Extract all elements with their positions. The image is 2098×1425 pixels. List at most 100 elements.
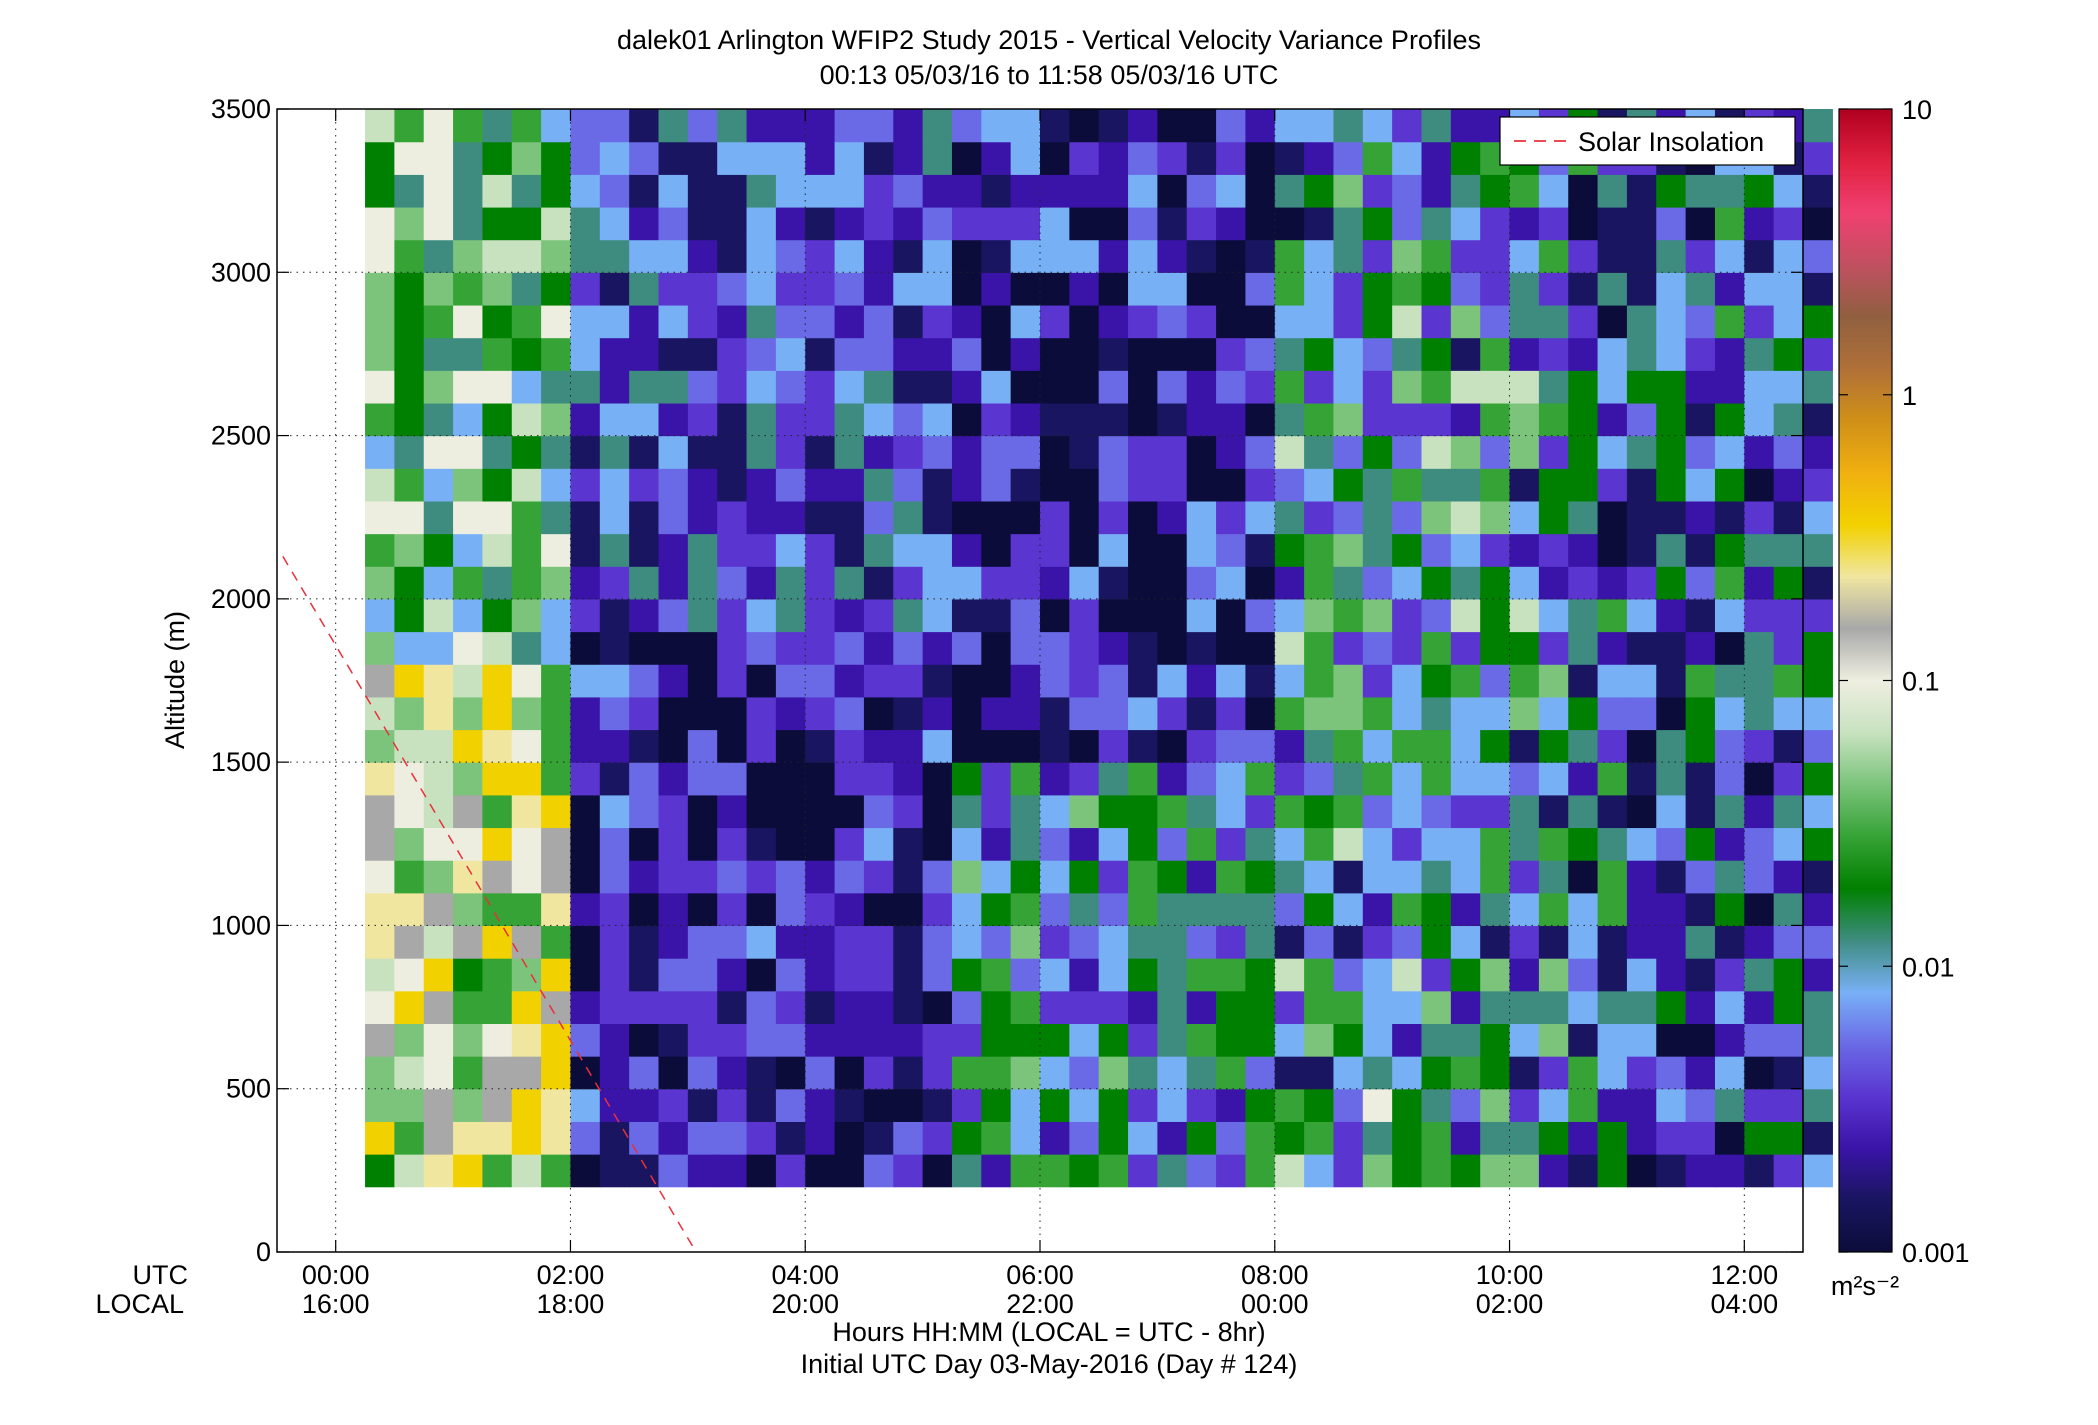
heatmap-cell bbox=[394, 794, 425, 829]
heatmap-cell bbox=[1216, 925, 1247, 959]
heatmap-cell bbox=[1538, 566, 1569, 600]
heatmap-cell bbox=[746, 925, 777, 959]
heatmap-cell bbox=[893, 1154, 924, 1188]
heatmap-cell bbox=[1597, 925, 1628, 959]
heatmap-cell bbox=[717, 762, 748, 796]
heatmap-cell bbox=[1421, 239, 1452, 273]
heatmap-cell bbox=[1128, 500, 1158, 535]
heatmap-cell bbox=[1744, 990, 1775, 1024]
heatmap-cell bbox=[922, 272, 953, 306]
heatmap-cell bbox=[1333, 664, 1364, 698]
heatmap-cell bbox=[511, 892, 542, 927]
heatmap-cell bbox=[1450, 141, 1481, 175]
heatmap-cell bbox=[775, 729, 806, 763]
heatmap-cell bbox=[1362, 958, 1393, 992]
heatmap-cell bbox=[453, 566, 484, 600]
heatmap-cell bbox=[687, 304, 718, 339]
heatmap-cell bbox=[1040, 370, 1070, 404]
heatmap-cell bbox=[365, 435, 395, 469]
heatmap-cell bbox=[1304, 1023, 1335, 1057]
heatmap-cell bbox=[1685, 925, 1716, 959]
heatmap-cell bbox=[482, 337, 513, 371]
heatmap-cell bbox=[1744, 925, 1775, 959]
heatmap-cell bbox=[482, 468, 513, 502]
heatmap-cell bbox=[482, 598, 513, 633]
heatmap-cell bbox=[1098, 892, 1129, 927]
heatmap-cell bbox=[629, 468, 660, 502]
heatmap-cell bbox=[775, 566, 806, 600]
heatmap-cell bbox=[1128, 860, 1158, 894]
heatmap-cell bbox=[1744, 631, 1775, 665]
heatmap-cell bbox=[423, 174, 454, 208]
heatmap-cell bbox=[863, 174, 894, 208]
heatmap-cell bbox=[1538, 762, 1569, 796]
heatmap-cell bbox=[1333, 206, 1364, 241]
heatmap-cell bbox=[981, 141, 1012, 175]
heatmap-cell bbox=[1098, 468, 1129, 502]
heatmap-cell bbox=[1128, 566, 1158, 600]
heatmap-cell bbox=[863, 1088, 894, 1122]
heatmap-cell bbox=[687, 925, 718, 959]
heatmap-cell bbox=[1098, 239, 1129, 273]
heatmap-cell bbox=[365, 794, 395, 829]
heatmap-cell bbox=[1685, 174, 1716, 208]
heatmap-cell bbox=[1421, 337, 1452, 371]
heatmap-cell bbox=[717, 468, 748, 502]
heatmap-cell bbox=[1744, 566, 1775, 600]
heatmap-cell bbox=[775, 631, 806, 665]
heatmap-cell bbox=[1421, 272, 1452, 306]
heatmap-cell bbox=[511, 304, 542, 339]
heatmap-cell bbox=[1421, 827, 1452, 861]
heatmap-cell bbox=[1714, 958, 1745, 992]
heatmap-cell bbox=[1685, 1121, 1716, 1155]
heatmap-cell bbox=[863, 794, 894, 829]
heatmap-cell bbox=[1685, 1088, 1716, 1122]
heatmap-cell bbox=[423, 109, 454, 143]
heatmap-cell bbox=[453, 1121, 484, 1155]
heatmap-cell bbox=[805, 990, 836, 1024]
heatmap-cell bbox=[687, 272, 718, 306]
heatmap-cell bbox=[1744, 337, 1775, 371]
heatmap-cell bbox=[1010, 729, 1041, 763]
heatmap-cell bbox=[893, 1056, 924, 1090]
heatmap-cell bbox=[482, 239, 513, 273]
heatmap-cell bbox=[1333, 925, 1364, 959]
heatmap-cell bbox=[1480, 337, 1511, 371]
heatmap-cell bbox=[394, 729, 425, 763]
heatmap-cell bbox=[1509, 664, 1540, 698]
heatmap-cell bbox=[394, 860, 425, 894]
heatmap-cell bbox=[746, 370, 777, 404]
heatmap-cell bbox=[1157, 370, 1188, 404]
heatmap-cell bbox=[981, 729, 1012, 763]
heatmap-cell bbox=[453, 762, 484, 796]
heatmap-cell bbox=[541, 370, 572, 404]
heatmap-cell bbox=[717, 696, 748, 731]
heatmap-cell bbox=[1803, 598, 1833, 633]
heatmap-cell bbox=[1744, 827, 1775, 861]
heatmap-cell bbox=[1010, 696, 1041, 731]
heatmap-cell bbox=[775, 1121, 806, 1155]
heatmap-cell bbox=[1803, 729, 1833, 763]
heatmap-cell bbox=[1656, 468, 1687, 502]
heatmap-cell bbox=[1714, 892, 1745, 927]
heatmap-cell bbox=[423, 794, 454, 829]
heatmap-cell bbox=[1333, 337, 1364, 371]
heatmap-cell bbox=[1098, 664, 1129, 698]
heatmap-cell bbox=[1685, 860, 1716, 894]
heatmap-cell bbox=[893, 990, 924, 1024]
heatmap-cell bbox=[1538, 239, 1569, 273]
heatmap-cell bbox=[1128, 141, 1158, 175]
heatmap-cell bbox=[658, 729, 689, 763]
heatmap-cell bbox=[453, 109, 484, 143]
heatmap-cell bbox=[687, 729, 718, 763]
heatmap-cell bbox=[1803, 239, 1833, 273]
heatmap-cell bbox=[1128, 402, 1158, 437]
heatmap-cell bbox=[1685, 958, 1716, 992]
heatmap-cell bbox=[1216, 1121, 1247, 1155]
heatmap-cell bbox=[1597, 174, 1628, 208]
heatmap-cell bbox=[1685, 533, 1716, 567]
heatmap-cell bbox=[1304, 435, 1335, 469]
heatmap-cell bbox=[1010, 174, 1041, 208]
heatmap-cell bbox=[1626, 272, 1657, 306]
heatmap-cell bbox=[1480, 206, 1511, 241]
